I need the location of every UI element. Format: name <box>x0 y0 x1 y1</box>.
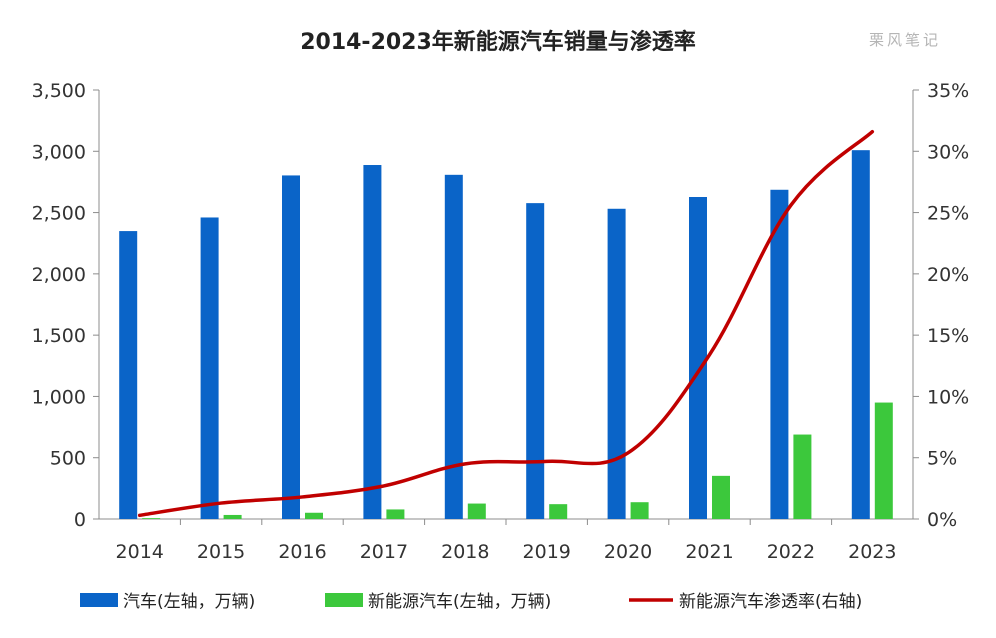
x-tick-label: 2019 <box>523 541 571 563</box>
nev-sales-bar <box>467 503 486 519</box>
legend-item-nev-swatch <box>325 593 363 607</box>
y-left-tick-label: 3,000 <box>32 141 86 163</box>
nev-sales-bar <box>874 402 893 519</box>
y-right-tick-label: 10% <box>927 386 969 408</box>
plot-area: 0 500 1,000 1,500 2,000 2,500 3,000 3,500 0% 5% 10… <box>32 80 970 563</box>
nev-sales-bar <box>142 518 161 519</box>
watermark-text: 栗风笔记 <box>869 31 941 49</box>
x-tick-label: 2016 <box>278 541 326 563</box>
nev-sales-bar <box>712 475 730 519</box>
y-right-tick-label: 30% <box>927 141 969 163</box>
y-left-tick-label: 2,500 <box>32 203 86 225</box>
x-tick-label: 2017 <box>360 541 408 563</box>
nev-sales-bar <box>630 502 649 519</box>
car-sales-bar <box>200 217 219 519</box>
y-right-tick-label: 15% <box>927 325 969 347</box>
x-tick-label: 2023 <box>848 541 896 563</box>
y-left-tick-label: 1,000 <box>32 386 86 408</box>
x-tick-label: 2018 <box>441 541 489 563</box>
x-tick-label: 2021 <box>685 541 733 563</box>
x-tick-label: 2014 <box>116 541 164 563</box>
legend-item-rate-label: 新能源汽车渗透率(右轴) <box>679 592 862 612</box>
y-right-tick-label: 20% <box>927 264 969 286</box>
legend-item-nev-label: 新能源汽车(左轴，万辆) <box>368 592 551 612</box>
car-sales-bar <box>851 150 870 520</box>
y-right-tick-label: 25% <box>927 203 969 225</box>
y-right-tick-label: 0% <box>927 509 957 531</box>
car-sales-bar <box>119 231 138 519</box>
nev-sales-bar <box>793 434 812 519</box>
car-sales-bar <box>689 197 707 519</box>
car-sales-bar <box>363 165 382 519</box>
legend: 汽车(左轴，万辆) 新能源汽车(左轴，万辆) 新能源汽车渗透率(右轴) <box>80 592 862 612</box>
x-tick-label: 2020 <box>604 541 652 563</box>
legend-item-car-swatch <box>80 593 118 607</box>
nev-sales-bar <box>223 514 242 519</box>
nev-sales-bar <box>549 504 568 519</box>
y-right-tick-label: 5% <box>927 448 957 470</box>
chart-title: 2014-2023年新能源汽车销量与渗透率 <box>300 29 696 55</box>
x-tick-label: 2022 <box>767 541 815 563</box>
y-left-tick-label: 0 <box>74 509 86 531</box>
car-sales-bar <box>526 203 545 519</box>
y-left-tick-label: 500 <box>50 448 86 470</box>
car-sales-bar <box>444 174 463 519</box>
car-sales-bar <box>282 175 300 519</box>
y-left-tick-label: 1,500 <box>32 325 86 347</box>
y-left-tick-label: 3,500 <box>32 80 86 102</box>
nev-sales-bar <box>386 509 405 519</box>
legend-item-car-label: 汽车(左轴，万辆) <box>123 592 255 612</box>
car-sales-bar <box>770 189 789 520</box>
nev-sales-bar <box>305 512 323 519</box>
y-right-tick-label: 35% <box>927 80 969 102</box>
y-left-tick-label: 2,000 <box>32 264 86 286</box>
penetration-rate-line <box>137 129 875 518</box>
car-sales-bar <box>607 208 626 519</box>
x-tick-label: 2015 <box>197 541 245 563</box>
